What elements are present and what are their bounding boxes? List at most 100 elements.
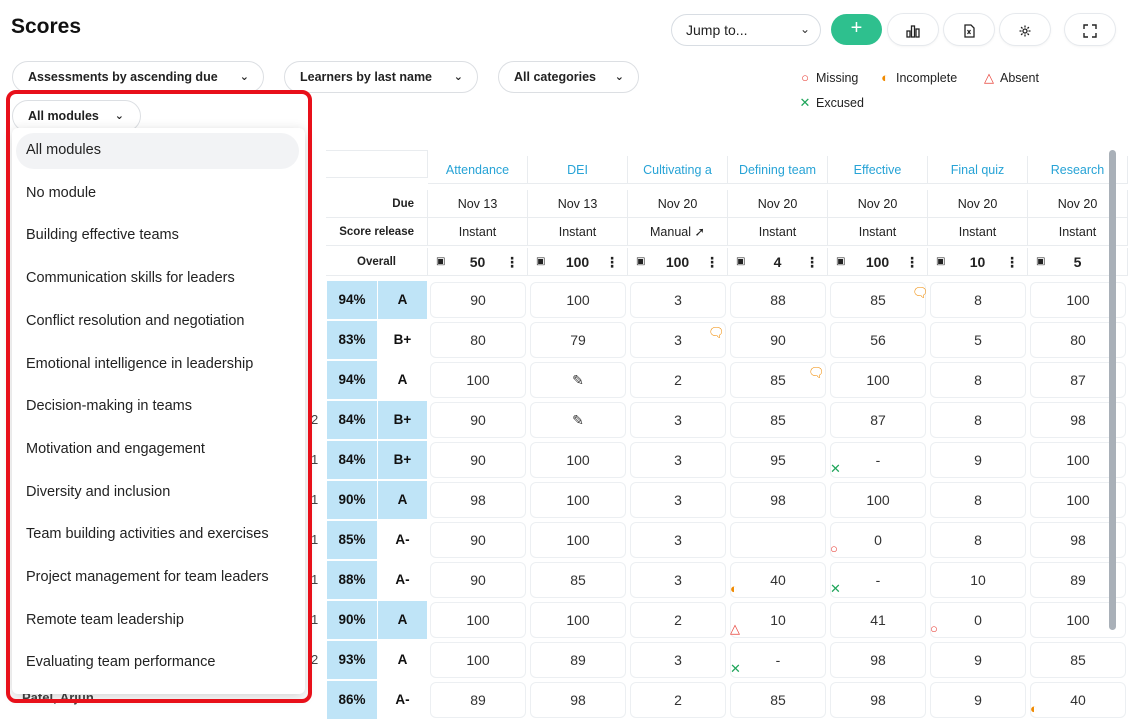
module-option[interactable]: Communication skills for leaders	[26, 270, 235, 287]
score-cell[interactable]: 100	[430, 362, 526, 398]
score-cell[interactable]: 80	[430, 322, 526, 358]
module-option[interactable]: Emotional intelligence in leadership	[26, 355, 254, 372]
learners-sort-filter[interactable]: Learners by last name ⌄	[284, 61, 478, 93]
module-option[interactable]: Conflict resolution and negotiation	[26, 312, 245, 329]
score-cell[interactable]: 100	[530, 482, 626, 518]
module-option[interactable]: Evaluating team performance	[26, 654, 216, 671]
score-cell[interactable]: 87	[830, 402, 926, 438]
score-cell[interactable]: 90	[430, 442, 526, 478]
score-cell[interactable]: 3	[630, 282, 726, 318]
score-cell[interactable]: 98	[730, 482, 826, 518]
column-menu-icon[interactable]: ⋮	[605, 254, 619, 270]
score-cell[interactable]: 2	[630, 362, 726, 398]
settings-button[interactable]	[1000, 14, 1050, 45]
score-cell[interactable]: 9	[930, 682, 1026, 718]
score-cell[interactable]: 10	[730, 602, 826, 638]
categories-filter[interactable]: All categories ⌄	[498, 61, 639, 93]
score-cell[interactable]: 3	[630, 562, 726, 598]
score-cell[interactable]: 3	[630, 642, 726, 678]
score-cell[interactable]: 98	[830, 642, 926, 678]
score-cell[interactable]: 5	[930, 322, 1026, 358]
score-cell[interactable]: 56	[830, 322, 926, 358]
score-cell[interactable]: 8	[930, 482, 1026, 518]
score-cell[interactable]: 85	[730, 402, 826, 438]
score-cell[interactable]: 3	[630, 402, 726, 438]
score-cell[interactable]: ✎	[530, 402, 626, 438]
score-cell[interactable]: 3	[630, 482, 726, 518]
module-option[interactable]: Building effective teams	[26, 227, 179, 244]
module-option[interactable]: Decision-making in teams	[26, 398, 193, 415]
column-menu-icon[interactable]: ⋮	[905, 254, 919, 270]
publish-icon[interactable]: ➚	[691, 225, 705, 239]
modules-filter[interactable]: All modules ⌄	[12, 100, 141, 132]
score-cell[interactable]: 98	[530, 682, 626, 718]
score-cell[interactable]: 3	[630, 442, 726, 478]
column-menu-icon[interactable]: ⋮	[705, 254, 719, 270]
score-cell[interactable]: 41	[830, 602, 926, 638]
score-cell[interactable]: 2	[630, 682, 726, 718]
score-cell[interactable]: 85	[530, 562, 626, 598]
score-cell[interactable]: 90	[430, 402, 526, 438]
score-cell[interactable]: 90	[430, 562, 526, 598]
pencil-icon[interactable]: ✎	[572, 412, 584, 428]
column-menu-icon[interactable]: ⋮	[805, 254, 819, 270]
score-cell[interactable]: 40	[1030, 682, 1126, 718]
score-cell[interactable]: 98	[430, 482, 526, 518]
assessment-header-link[interactable]: Final quiz	[928, 156, 1028, 184]
score-cell[interactable]: 79	[530, 322, 626, 358]
module-option[interactable]: Team building activities and exercises	[26, 526, 269, 543]
score-cell[interactable]: 8	[930, 522, 1026, 558]
score-cell[interactable]: 40	[730, 562, 826, 598]
score-cell[interactable]: 0	[930, 602, 1026, 638]
score-cell[interactable]: -	[830, 562, 926, 598]
score-cell[interactable]: 89	[430, 682, 526, 718]
module-option[interactable]: Remote team leadership	[26, 611, 184, 628]
column-menu-icon[interactable]: ⋮	[1005, 254, 1019, 270]
score-cell[interactable]: 90	[430, 522, 526, 558]
add-button[interactable]: +	[831, 14, 882, 45]
score-cell[interactable]: 9	[930, 442, 1026, 478]
assessment-header-link[interactable]: Defining team	[728, 156, 828, 184]
statistics-button[interactable]	[888, 14, 938, 45]
score-cell[interactable]: 98	[830, 682, 926, 718]
pencil-icon[interactable]: ✎	[572, 372, 584, 388]
assessment-header-link[interactable]: Attendance	[428, 156, 528, 184]
score-cell[interactable]: 85	[730, 362, 826, 398]
score-cell[interactable]: 85	[830, 282, 926, 318]
score-cell[interactable]: 100	[430, 642, 526, 678]
column-menu-icon[interactable]: ⋮	[505, 254, 519, 270]
module-option[interactable]: Diversity and inclusion	[26, 483, 171, 500]
score-cell[interactable]: 85	[730, 682, 826, 718]
assessment-header-link[interactable]: Cultivating a	[628, 156, 728, 184]
score-cell[interactable]: 100	[830, 362, 926, 398]
vertical-scrollbar[interactable]	[1109, 150, 1116, 630]
assessment-header-link[interactable]: Effective	[828, 156, 928, 184]
score-cell[interactable]: 3	[630, 322, 726, 358]
score-cell[interactable]: 90	[430, 282, 526, 318]
assessments-sort-filter[interactable]: Assessments by ascending due ⌄	[12, 61, 264, 93]
jump-to-select[interactable]: Jump to... ⌄	[671, 14, 821, 46]
score-cell[interactable]: ✎	[530, 362, 626, 398]
score-cell[interactable]: 95	[730, 442, 826, 478]
score-cell[interactable]: 8	[930, 282, 1026, 318]
score-cell[interactable]: -	[830, 442, 926, 478]
score-cell[interactable]: 3	[630, 522, 726, 558]
score-cell[interactable]: 100	[830, 482, 926, 518]
overall-column-header[interactable]: Overall	[326, 248, 428, 276]
score-cell[interactable]: 0	[830, 522, 926, 558]
module-option[interactable]: No module	[26, 184, 97, 201]
score-cell[interactable]: 8	[930, 402, 1026, 438]
score-cell[interactable]: 88	[730, 282, 826, 318]
fullscreen-button[interactable]	[1065, 14, 1115, 45]
score-cell[interactable]: 2	[630, 602, 726, 638]
score-cell[interactable]: -	[730, 642, 826, 678]
score-cell[interactable]	[730, 522, 826, 558]
score-cell[interactable]: 8	[930, 362, 1026, 398]
score-cell[interactable]: 9	[930, 642, 1026, 678]
score-cell[interactable]: 100	[530, 282, 626, 318]
score-cell[interactable]: 10	[930, 562, 1026, 598]
score-cell[interactable]: 100	[530, 442, 626, 478]
score-cell[interactable]: 100	[530, 522, 626, 558]
module-option[interactable]: Motivation and engagement	[26, 440, 205, 457]
score-cell[interactable]: 100	[530, 602, 626, 638]
